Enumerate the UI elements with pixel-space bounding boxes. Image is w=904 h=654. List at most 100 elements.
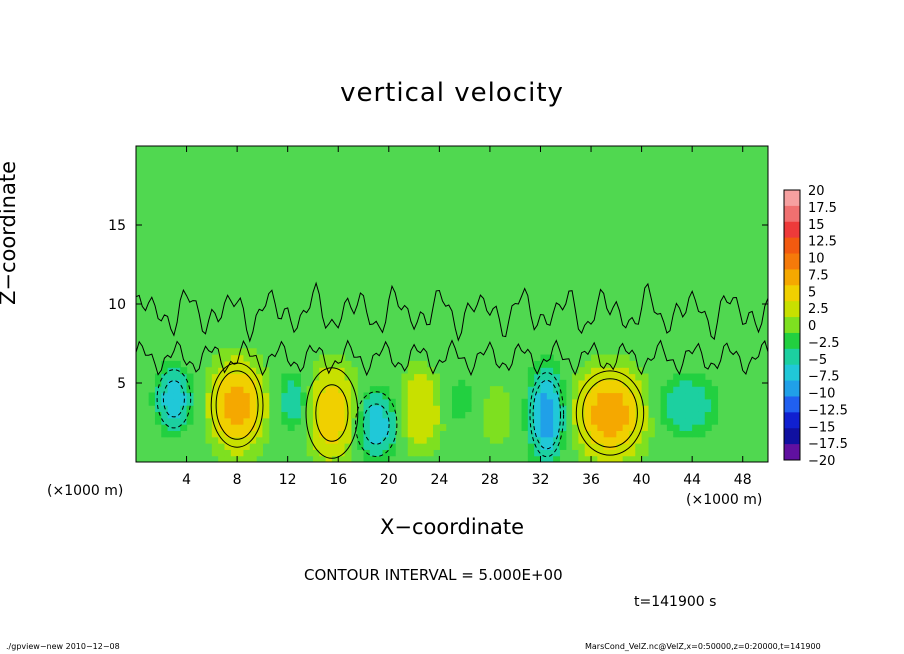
colorbar-swatch [784, 317, 800, 334]
heatmap-cell [237, 455, 245, 462]
heatmap-cell [641, 443, 649, 450]
heatmap-cell [363, 398, 371, 406]
heatmap-cell [591, 373, 598, 381]
heatmap-cell [578, 449, 586, 457]
contour-line-zero [136, 339, 768, 377]
heatmap-cell [224, 424, 232, 431]
heatmap-cell [401, 386, 409, 394]
heatmap-cell [256, 430, 263, 438]
heatmap-cell [230, 449, 238, 457]
heatmap-cell [224, 348, 232, 356]
heatmap-cell [603, 360, 611, 368]
heatmap-cell [262, 411, 270, 419]
heatmap-cell [312, 430, 320, 438]
heatmap-cell [489, 417, 497, 425]
heatmap-cell [666, 398, 674, 406]
heatmap-cell [325, 398, 333, 406]
heatmap-cell [224, 392, 232, 400]
heatmap-cell [433, 379, 440, 387]
heatmap-cell [527, 398, 535, 406]
heatmap-cell [262, 436, 270, 444]
heatmap-cell [350, 392, 358, 400]
heatmap-cell [502, 424, 510, 431]
heatmap-cell [414, 436, 421, 444]
heatmap-cell [527, 443, 535, 450]
heatmap-cell [230, 405, 238, 413]
heatmap-cell [325, 367, 333, 375]
heatmap-cell [496, 405, 504, 413]
heatmap-cell [230, 436, 238, 444]
heatmap-cell [243, 392, 251, 400]
colorbar-swatch [784, 190, 800, 207]
heatmap-cell [540, 455, 548, 462]
heatmap-cell [350, 411, 358, 419]
heatmap-cell [584, 367, 592, 375]
heatmap-cell [325, 436, 333, 444]
heatmap-cell [603, 436, 611, 444]
heatmap-cell [331, 424, 339, 431]
heatmap-cell [635, 411, 643, 419]
heatmap-cell [527, 424, 535, 431]
heatmap-cell [325, 405, 333, 413]
heatmap-cell [256, 417, 263, 425]
heatmap-cell [294, 398, 301, 406]
heatmap-cell [180, 405, 188, 413]
heatmap-cell [527, 367, 535, 375]
heatmap-cell [243, 405, 251, 413]
heatmap-cell [161, 373, 169, 381]
heatmap-cell [167, 417, 175, 425]
heatmap-cell [692, 405, 700, 413]
heatmap-cell [603, 449, 611, 457]
heatmap-cell [414, 405, 421, 413]
heatmap-cell [224, 411, 232, 419]
heatmap-cell [218, 379, 226, 387]
heatmap-cell [294, 386, 301, 394]
heatmap-cell [249, 417, 257, 425]
heatmap-cell [401, 411, 409, 419]
heatmap-cell [357, 417, 365, 425]
heatmap-cell [502, 417, 510, 425]
heatmap-cell [294, 379, 301, 387]
heatmap-cell [685, 424, 693, 431]
x-tick-label: 12 [279, 472, 297, 488]
heatmap-cell [584, 417, 592, 425]
heatmap-cell [622, 398, 630, 406]
heatmap-cell [173, 398, 181, 406]
heatmap-cell [262, 417, 270, 425]
heatmap-cell [205, 379, 213, 387]
heatmap-cell [312, 411, 320, 419]
heatmap-cell [167, 379, 175, 387]
heatmap-cell [496, 398, 504, 406]
colorbar-swatch [784, 253, 800, 270]
heatmap-cell [350, 367, 358, 375]
heatmap-cell [331, 379, 339, 387]
heatmap-cell [616, 449, 624, 457]
heatmap-cell [534, 411, 542, 419]
colorbar-swatch [784, 301, 800, 318]
heatmap-cell [628, 411, 636, 419]
heatmap-cell [369, 443, 377, 450]
heatmap-cell [692, 379, 700, 387]
heatmap-cell [711, 405, 719, 413]
heatmap-cell [224, 354, 232, 362]
heatmap-cell [243, 360, 251, 368]
heatmap-cell [622, 405, 630, 413]
heatmap-cell [287, 373, 295, 381]
heatmap-cell [711, 411, 719, 419]
heatmap-cell [603, 455, 611, 462]
heatmap-cell [546, 373, 554, 381]
heatmap-cell [572, 411, 579, 419]
heatmap-cell [344, 379, 352, 387]
heatmap-cell [230, 411, 238, 419]
heatmap-cell [584, 411, 592, 419]
contour-line [362, 403, 390, 445]
heatmap-cell [211, 360, 219, 368]
heatmap-cell [711, 398, 719, 406]
heatmap-cell [578, 398, 586, 406]
colorbar-swatch [784, 364, 800, 382]
heatmap-cell [331, 417, 339, 425]
heatmap-cell [237, 411, 245, 419]
heatmap-cell [502, 398, 510, 406]
heatmap-cell [597, 405, 605, 413]
heatmap-cell [407, 367, 415, 375]
